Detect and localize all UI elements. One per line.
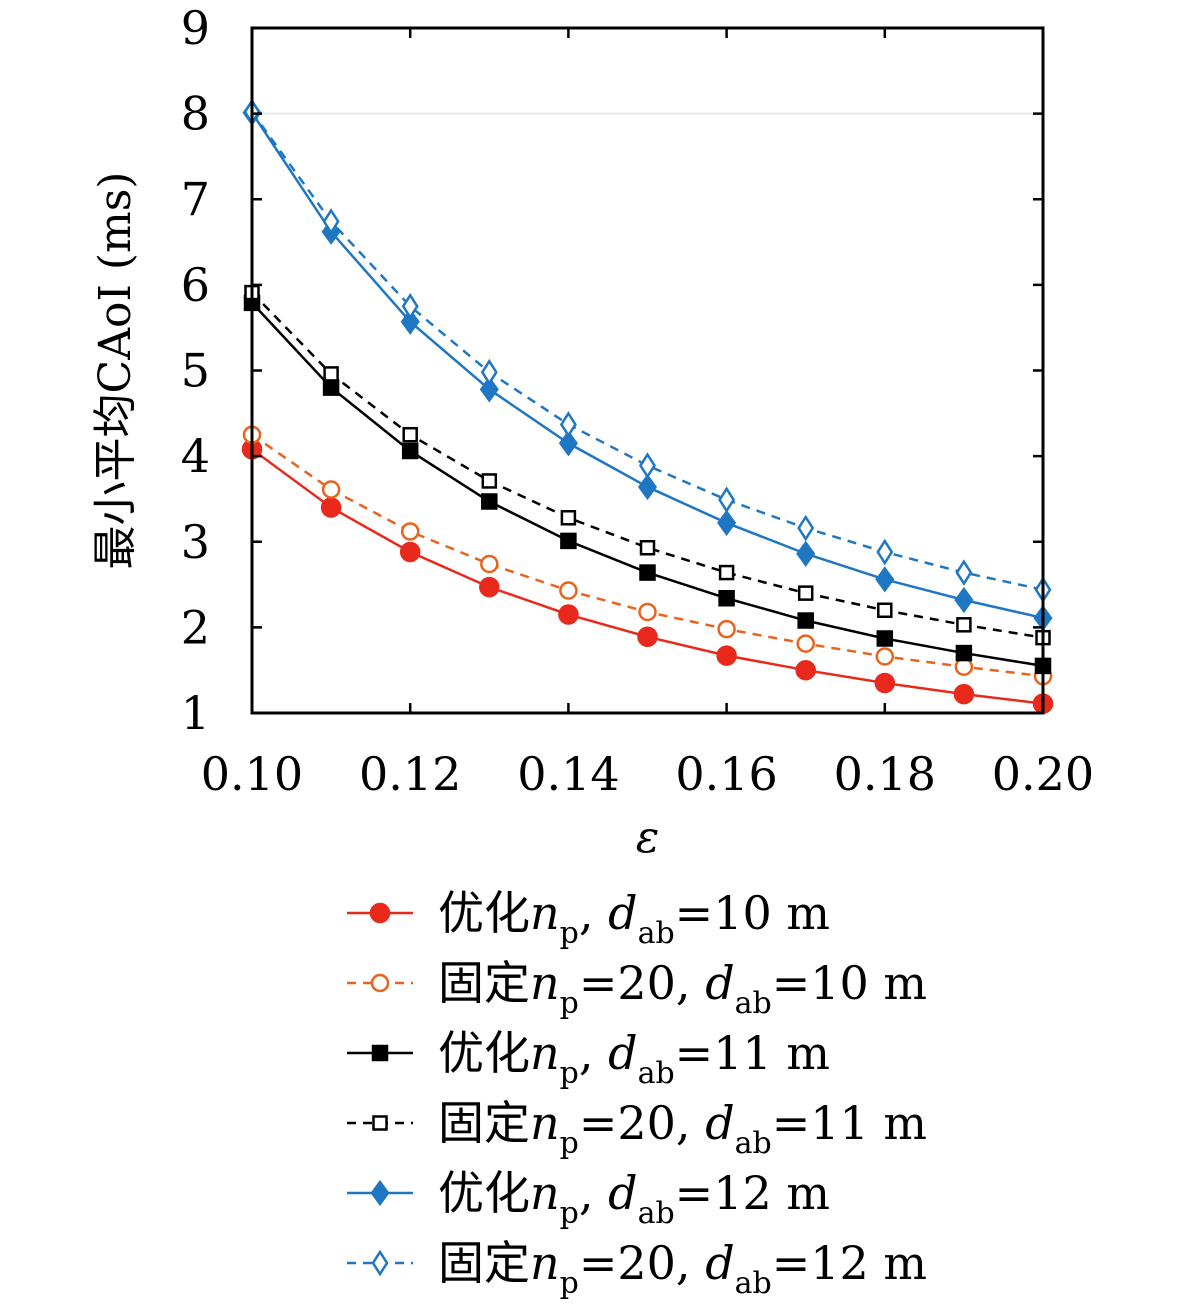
data-point xyxy=(371,1249,389,1277)
data-point xyxy=(954,586,974,614)
data-point xyxy=(877,602,893,618)
x-tick-label: 0.16 xyxy=(675,747,777,801)
data-point xyxy=(639,452,656,479)
legend-entry: 优化np, dab=11 m xyxy=(347,1026,830,1091)
data-point xyxy=(639,539,656,556)
series-1 xyxy=(242,425,1053,686)
y-tick-label: 8 xyxy=(181,87,210,141)
y-tick-label: 1 xyxy=(181,686,210,740)
data-point xyxy=(401,292,419,320)
data-point xyxy=(638,602,657,622)
legend-entry: 固定np=20, dab=10 m xyxy=(347,956,927,1021)
data-point xyxy=(637,626,658,648)
data-point xyxy=(370,1179,390,1207)
data-point xyxy=(481,493,498,510)
series-0 xyxy=(241,439,1054,714)
legend-label: 固定np=20, dab=11 m xyxy=(438,1096,927,1161)
data-point xyxy=(402,426,418,443)
x-tick-label: 0.10 xyxy=(201,747,303,801)
data-point xyxy=(797,612,814,629)
data-point xyxy=(323,366,339,382)
data-point xyxy=(637,473,658,501)
data-point xyxy=(717,509,737,537)
legend-label: 固定np=20, dab=10 m xyxy=(438,956,927,1021)
data-point xyxy=(797,585,814,601)
legend-entry: 优化np, dab=10 m xyxy=(347,886,830,951)
series-line xyxy=(251,291,1044,639)
legend-entry: 固定np=20, dab=12 m xyxy=(347,1236,927,1301)
data-point xyxy=(560,510,577,526)
data-point xyxy=(876,630,894,647)
y-tick-label: 4 xyxy=(181,429,210,483)
data-point xyxy=(481,473,498,489)
x-tick-label: 0.14 xyxy=(517,747,619,801)
data-point xyxy=(479,576,500,598)
data-point xyxy=(796,634,815,653)
data-point xyxy=(322,208,340,235)
y-tick-label: 9 xyxy=(181,1,210,55)
data-point xyxy=(718,564,735,581)
data-point xyxy=(371,1044,389,1062)
y-tick-label: 2 xyxy=(181,600,210,654)
data-point xyxy=(369,902,391,924)
data-point xyxy=(797,514,815,542)
legend-entry: 固定np=20, dab=11 m xyxy=(347,1096,927,1161)
legend-label: 优化np, dab=10 m xyxy=(438,886,830,951)
y-tick-label: 5 xyxy=(181,344,210,398)
x-tick-label: 0.12 xyxy=(359,747,461,801)
data-point xyxy=(953,683,975,705)
data-point xyxy=(558,430,578,457)
legend-entry: 优化np, dab=12 m xyxy=(347,1166,830,1231)
data-point xyxy=(718,590,735,607)
y-axis-title: 最小平均CAoI (ms) xyxy=(90,172,141,570)
data-point xyxy=(956,617,972,633)
data-point xyxy=(718,486,736,514)
y-tick-label: 3 xyxy=(181,515,210,569)
data-point xyxy=(876,538,894,566)
x-tick-label: 0.18 xyxy=(834,747,936,801)
data-point xyxy=(717,619,736,639)
data-point xyxy=(558,604,579,625)
y-tick-label: 7 xyxy=(181,172,210,226)
data-point xyxy=(370,973,390,993)
legend-label: 固定np=20, dab=12 m xyxy=(438,1236,927,1301)
axes xyxy=(250,26,1045,715)
data-point xyxy=(399,541,421,563)
data-point xyxy=(400,522,420,541)
data-point xyxy=(560,532,577,550)
data-point xyxy=(400,308,420,335)
data-point xyxy=(401,442,419,460)
data-point xyxy=(559,411,577,438)
data-point xyxy=(874,672,896,694)
data-point xyxy=(559,581,578,600)
series-5 xyxy=(243,98,1052,604)
data-point xyxy=(480,554,499,574)
series-lines xyxy=(241,98,1054,714)
series-line xyxy=(250,111,1044,591)
data-point xyxy=(955,644,973,662)
data-point xyxy=(320,497,342,518)
data-point xyxy=(795,659,816,681)
legend-label: 优化np, dab=11 m xyxy=(438,1026,830,1091)
data-point xyxy=(639,564,656,581)
data-point xyxy=(796,540,816,567)
data-point xyxy=(480,358,498,386)
data-point xyxy=(321,480,341,499)
data-point xyxy=(716,645,737,666)
data-point xyxy=(875,566,895,593)
x-tick-label: 0.20 xyxy=(992,747,1094,801)
data-point xyxy=(372,1115,388,1131)
y-tick-label: 6 xyxy=(181,258,210,312)
tick-labels: 1 2 3 4 5 6 7 8 9 0.10 0.12 0.14 0.16 0.18 0.20 xyxy=(181,1,1094,801)
data-point xyxy=(875,647,895,666)
data-point xyxy=(479,376,499,403)
data-point xyxy=(322,379,340,396)
x-axis-title: ε xyxy=(636,812,660,863)
legend-label: 优化np, dab=12 m xyxy=(438,1166,830,1231)
data-point xyxy=(955,559,973,586)
